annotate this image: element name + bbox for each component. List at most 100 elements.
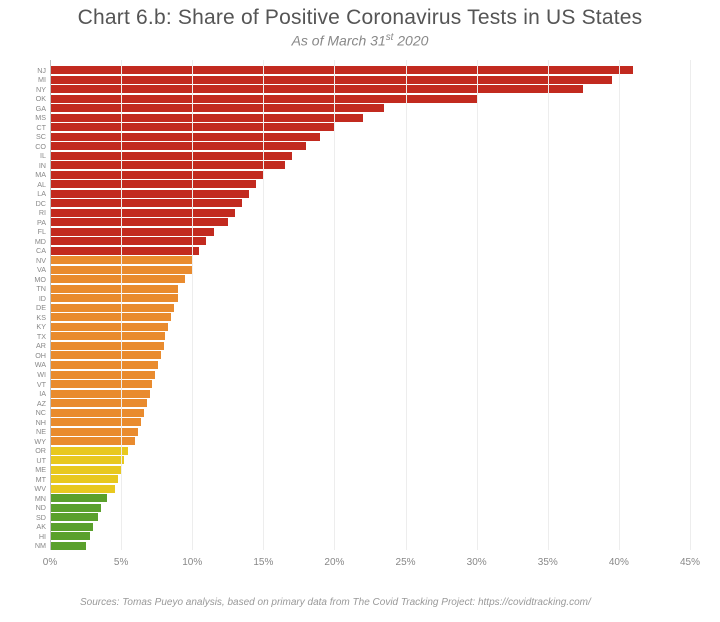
bar-row: NH [50,418,690,426]
bar-label: IN [26,161,46,170]
bar [50,228,214,236]
bar-row: TN [50,285,690,293]
bar-row: GA [50,104,690,112]
bar [50,275,185,283]
bar [50,390,150,398]
bar-row: OK [50,95,690,103]
bar-label: UT [26,456,46,465]
chart-subtitle: As of March 31st 2020 [0,32,720,49]
bar [50,152,292,160]
bar-label: IA [26,389,46,398]
gridline [477,60,478,550]
bar [50,494,107,502]
bar-row: CO [50,142,690,150]
bar-label: KY [26,322,46,331]
bar-row: ID [50,294,690,302]
x-tick-label: 30% [467,557,487,568]
gridline [121,60,122,550]
chart-source: Sources: Tomas Pueyo analysis, based on … [80,597,591,608]
bar-row: OH [50,351,690,359]
bar [50,114,363,122]
bar-row: IA [50,390,690,398]
chart-title: Chart 6.b: Share of Positive Coronavirus… [0,0,720,30]
bar [50,323,168,331]
bar [50,66,633,74]
chart-container: Chart 6.b: Share of Positive Coronavirus… [0,0,720,622]
bar-row: SC [50,133,690,141]
bar-row: AR [50,342,690,350]
gridline [548,60,549,550]
bar [50,313,171,321]
bar-label: AR [26,341,46,350]
bar-row: AL [50,180,690,188]
bar-label: CA [26,246,46,255]
bar [50,380,152,388]
bar-label: CO [26,142,46,151]
plot-area: NJMINYOKGAMSCTSCCOILINMAALLADCRIPAFLMDCA… [50,60,690,568]
bar-label: ND [26,503,46,512]
bar [50,161,285,169]
bar [50,180,256,188]
bar [50,371,155,379]
bar [50,76,612,84]
bar-label: AL [26,180,46,189]
x-tick-label: 45% [680,557,700,568]
bar-row: NJ [50,66,690,74]
gridline [406,60,407,550]
gridline [192,60,193,550]
bar-label: ME [26,465,46,474]
gridline [50,60,51,550]
bar-row: SD [50,513,690,521]
bar-label: GA [26,104,46,113]
bar-label: TN [26,284,46,293]
bar [50,285,178,293]
bar-label: OR [26,446,46,455]
bar-label: SD [26,513,46,522]
bar-row: NM [50,542,690,550]
bar-row: AK [50,523,690,531]
bar-label: NE [26,427,46,436]
bar-row: UT [50,456,690,464]
bar [50,133,320,141]
bar-label: LA [26,189,46,198]
bar-row: MA [50,171,690,179]
bar [50,361,158,369]
bar-label: FL [26,227,46,236]
bar-label: WI [26,370,46,379]
bar-label: NY [26,85,46,94]
bar-row: WI [50,371,690,379]
gridline [263,60,264,550]
bar-label: WY [26,437,46,446]
bar-label: ID [26,294,46,303]
bar [50,332,165,340]
bar [50,142,306,150]
bar [50,85,583,93]
bar [50,447,128,455]
bar [50,247,199,255]
bar-row: NV [50,256,690,264]
bar-row: IL [50,152,690,160]
bar [50,437,135,445]
bar-label: IL [26,151,46,160]
bar-label: MO [26,275,46,284]
bar [50,218,228,226]
bar [50,418,141,426]
bar [50,190,249,198]
bar [50,466,121,474]
gridline [690,60,691,550]
x-tick-label: 20% [324,557,344,568]
bar-row: ME [50,466,690,474]
bar-label: KS [26,313,46,322]
bar [50,237,206,245]
x-tick-label: 25% [396,557,416,568]
bar [50,209,235,217]
bar-label: WV [26,484,46,493]
bar [50,304,174,312]
bar-label: MA [26,170,46,179]
bars-region: NJMINYOKGAMSCTSCCOILINMAALLADCRIPAFLMDCA… [50,66,690,550]
x-tick-label: 5% [114,557,128,568]
bar-label: TX [26,332,46,341]
bar [50,532,90,540]
bar-label: DE [26,303,46,312]
bar-row: WV [50,485,690,493]
